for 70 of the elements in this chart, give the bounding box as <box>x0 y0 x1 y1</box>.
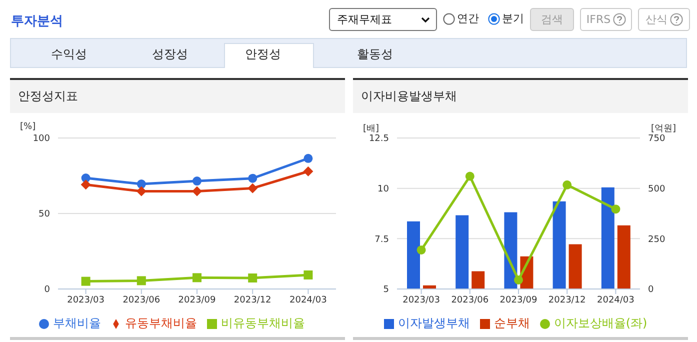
point <box>192 176 202 186</box>
point <box>248 174 258 183</box>
text: IFRS <box>580 8 632 31</box>
legend-label: 이자보상배율(좌) <box>554 316 648 330</box>
text: 수익성 <box>50 46 88 63</box>
y-tick-label: 7.5 <box>374 234 389 245</box>
text: 산식 <box>638 8 690 31</box>
legend-label: 비유동부채비율 <box>221 316 305 330</box>
y2-axis-title: [억원] <box>651 123 676 134</box>
point <box>136 186 146 196</box>
x-tick-label: 2023/09 <box>500 295 538 306</box>
bar <box>617 225 630 289</box>
point <box>465 172 474 181</box>
x-tick-label: 2023/03 <box>67 295 104 306</box>
y-axis-title: [배] <box>363 123 380 134</box>
x-tick-label: 2023/06 <box>451 295 489 306</box>
point <box>248 273 258 282</box>
point <box>248 183 258 194</box>
y2-tick-label: 500 <box>648 184 666 195</box>
text: 검색 <box>530 8 574 31</box>
bar <box>456 215 469 289</box>
x-tick-label: 2023/12 <box>234 295 272 306</box>
legend-label: 유동부채비율 <box>125 316 197 330</box>
bar <box>568 244 582 289</box>
text: 성장성 <box>151 46 189 63</box>
x-tick-label: 2023/03 <box>402 295 440 306</box>
bar <box>472 271 485 289</box>
bar <box>552 201 566 289</box>
text: 활동성 <box>356 46 394 63</box>
y-tick-label: 12.5 <box>368 134 389 144</box>
y-tick-label: 10 <box>378 184 390 195</box>
point <box>304 270 313 280</box>
y-tick-label: 50 <box>38 210 50 220</box>
y-axis-title: [%] <box>20 122 36 132</box>
text: 안정성 <box>244 46 282 63</box>
point <box>80 180 91 190</box>
bar <box>601 187 614 289</box>
legend-label: 이자발생부채 <box>398 316 470 330</box>
point <box>416 245 426 254</box>
text: 분기 <box>501 11 524 26</box>
point <box>192 273 202 282</box>
chart-title: 이자비용발생부채 <box>353 80 688 113</box>
y2-tick-label: 250 <box>648 234 666 245</box>
text: 투자분석 <box>11 13 63 30</box>
y2-tick-label: 0 <box>648 285 654 296</box>
chart-title: 안정성지표 <box>10 80 345 113</box>
y-tick-label: 0 <box>44 285 50 296</box>
point <box>304 154 313 163</box>
y-tick-label: 100 <box>32 134 50 144</box>
bar <box>504 212 518 289</box>
x-tick-label: 2024/03 <box>290 295 327 306</box>
point <box>611 204 620 214</box>
point <box>562 180 572 190</box>
legend-label: 순부채 <box>494 316 530 330</box>
point <box>192 186 202 196</box>
x-tick-label: 2023/06 <box>122 295 160 306</box>
y-tick-label: 5 <box>383 285 389 296</box>
legend-label: 부채비율 <box>53 316 101 330</box>
point <box>303 166 314 176</box>
x-tick-label: 2023/09 <box>178 295 216 306</box>
point <box>81 276 90 286</box>
point <box>514 275 523 284</box>
y2-tick-label: 750 <box>648 134 666 144</box>
point <box>136 180 146 189</box>
x-tick-label: 2023/12 <box>548 295 586 306</box>
text: 연간 <box>456 11 479 26</box>
text: 주재무제표 <box>329 8 437 31</box>
point <box>136 276 146 286</box>
bar <box>407 221 420 289</box>
x-tick-label: 2024/03 <box>597 295 634 306</box>
